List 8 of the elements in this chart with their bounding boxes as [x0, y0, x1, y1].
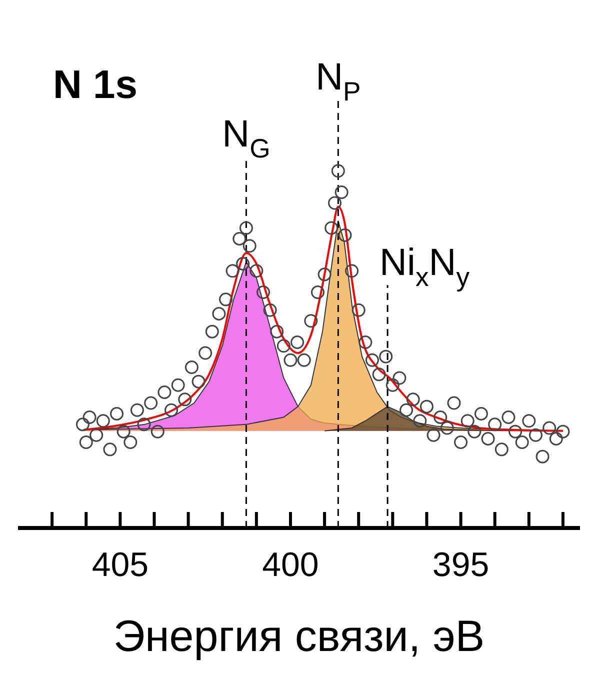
ref-line-label: N$_{G}$ — [222, 114, 270, 164]
x-tick-label: 400 — [262, 546, 319, 584]
x-axis-title: Энергия связи, эВ — [112, 612, 486, 662]
chart-title: N 1s — [53, 63, 138, 108]
x-tick-label: 405 — [92, 546, 149, 584]
x-tick-label: 395 — [432, 546, 490, 584]
ref-line-label: Ni$_{x}$N$_{y}$ — [380, 242, 470, 292]
ref-line-label: N$_{P}$ — [316, 56, 361, 106]
